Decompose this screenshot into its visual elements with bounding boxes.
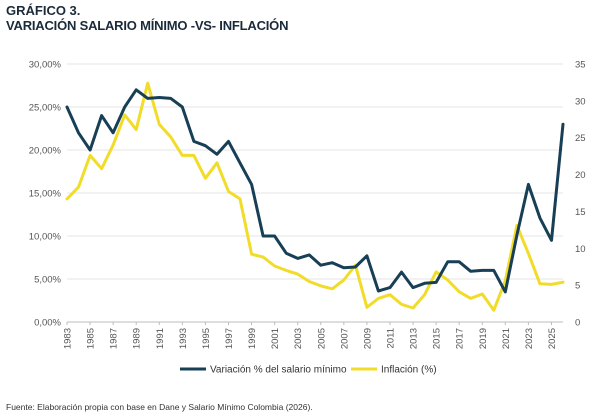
x-tick-label: 2009 [362,328,373,349]
x-tick-label: 2023 [524,328,535,349]
y-left-tick-label: 25,00% [29,103,62,114]
y-right-tick-label: 20 [575,170,586,181]
x-tick-label: 2001 [270,328,281,349]
y-right-tick-label: 25 [575,133,586,144]
x-tick-label: 1999 [247,328,258,349]
y-left-tick-label: 30,00% [29,60,62,71]
inflation-series-line [65,81,565,312]
y-left-tick-label: 20,00% [29,146,62,157]
x-tick-label: 2013 [409,328,420,349]
x-tick-label: 1993 [178,328,189,349]
y-left-tick-label: 15,00% [29,189,62,200]
x-tick-label: 2003 [293,328,304,349]
x-tick-label: 1989 [132,328,143,349]
x-tick-label: 1987 [109,328,120,349]
chart-title: VARIACIÓN SALARIO MÍNIMO -VS- INFLACIÓN [6,18,289,33]
y-left-tick-label: 5,00% [34,275,61,286]
x-tick-label: 1985 [86,328,97,349]
source-note: Fuente: Elaboración propia con base en D… [6,402,313,412]
x-tick-label: 2005 [316,328,327,349]
legend-label-salary: Variación % del salario mínimo [210,365,347,376]
y-right-tick-label: 35 [575,60,586,71]
y-right-tick-label: 10 [575,244,586,255]
y-right-tick-label: 15 [575,207,586,218]
legend-label-inflation: Inflación (%) [381,365,437,376]
x-tick-label: 2011 [385,328,396,348]
x-tick-label: 2007 [339,328,350,349]
x-tick-label: 2025 [547,328,558,349]
y-left-tick-label: 10,00% [29,232,62,243]
x-tick-label: 1995 [201,328,212,349]
x-tick-label: 1991 [155,328,166,349]
salary-variation-series-line [65,88,565,294]
x-tick-label: 1997 [224,328,235,349]
x-tick-label: 2021 [501,328,512,349]
x-tick-label: 2019 [478,328,489,349]
x-tick-label: 2015 [432,328,443,349]
y-right-tick-label: 5 [575,281,580,292]
x-tick-label: 1983 [63,328,74,349]
y-right-tick-label: 30 [575,96,586,107]
y-right-tick-label: 0 [575,318,580,329]
x-tick-label: 2017 [455,328,466,349]
figure-number: GRÁFICO 3. [6,3,81,18]
y-left-tick-label: 0,00% [34,318,61,329]
